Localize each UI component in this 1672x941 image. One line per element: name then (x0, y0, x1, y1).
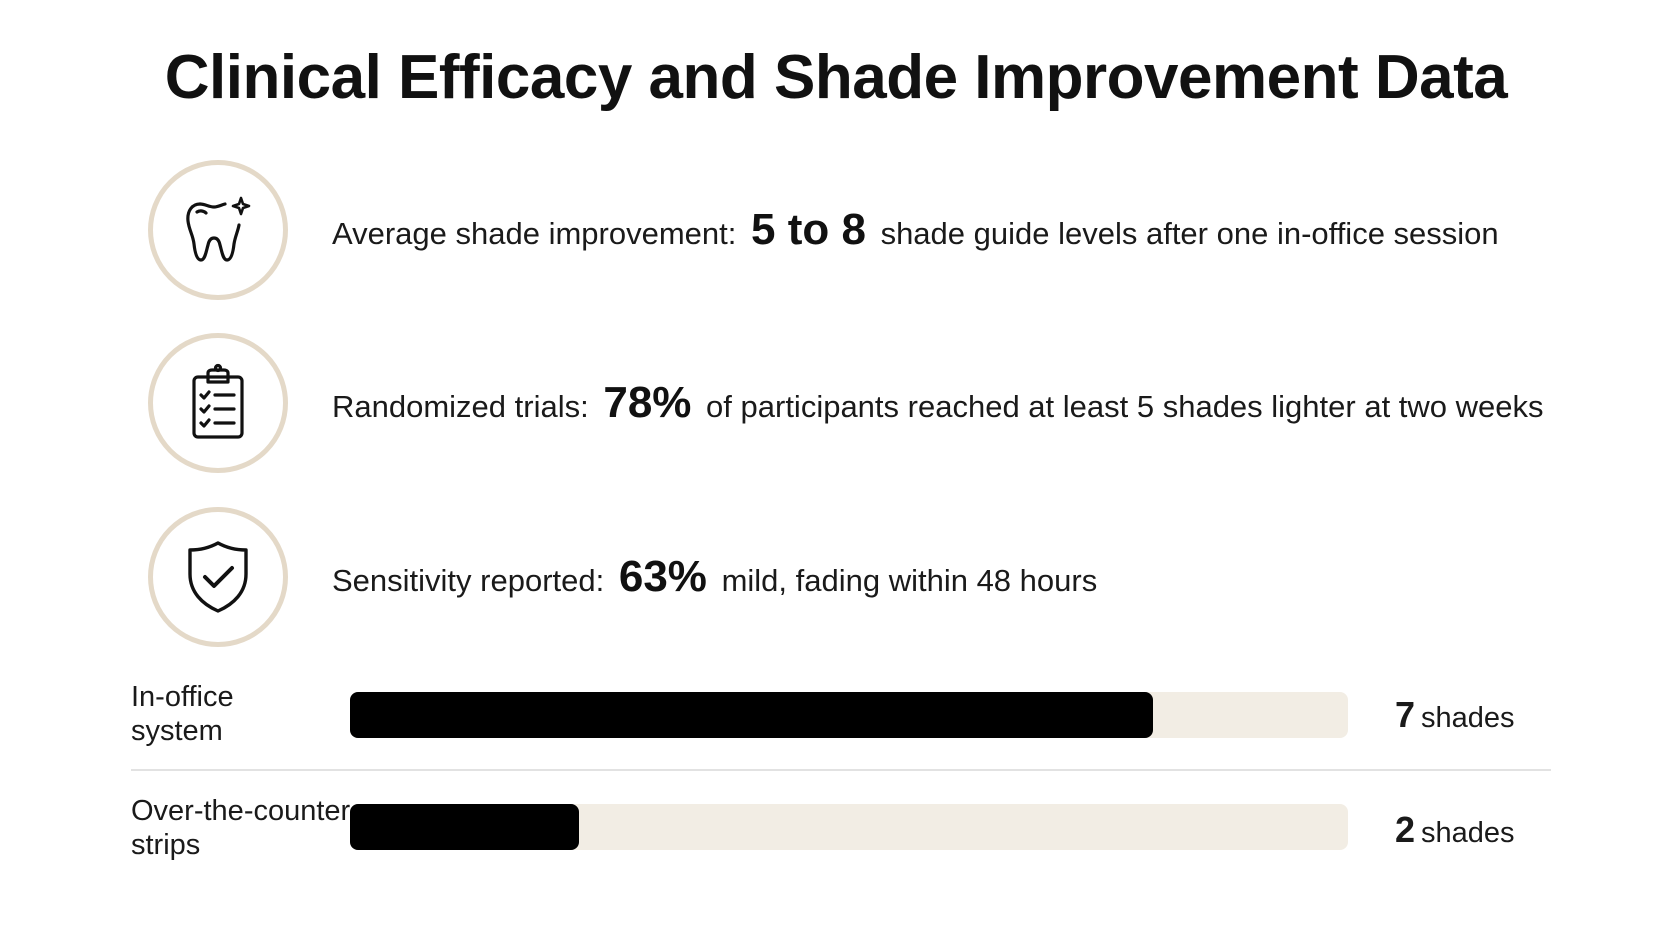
stat-prefix: Sensitivity reported: (332, 563, 605, 598)
bar-in-office (350, 692, 1153, 738)
bar-track (350, 804, 1348, 850)
stat-suffix: mild, fading within 48 hours (721, 563, 1098, 598)
bar-value-unit: shades (1421, 702, 1515, 734)
stat-suffix: shade guide levels after one in-office s… (880, 216, 1499, 251)
bar-category-line: strips (131, 829, 201, 861)
bar-over-the-counter (350, 804, 579, 850)
stat-text: Average shade improvement: 5 to 8 shade … (332, 205, 1499, 255)
stat-row-randomized-trials: Randomized trials: 78% of participants r… (148, 328, 1568, 478)
bar-category-line: In-office (131, 681, 234, 713)
bar-divider (131, 769, 1551, 771)
stat-prefix: Average shade improvement: (332, 216, 737, 251)
stat-highlight: 63% (618, 552, 707, 601)
stat-prefix: Randomized trials: (332, 389, 589, 424)
bar-value-unit: shades (1421, 817, 1515, 849)
stat-row-shade-improvement: Average shade improvement: 5 to 8 shade … (148, 155, 1568, 305)
bar-track (350, 692, 1348, 738)
clipboard-icon-badge (148, 333, 288, 473)
bar-category-line: Over-the-counter (131, 795, 351, 827)
bar-category-line: system (131, 715, 223, 747)
page-title: Clinical Efficacy and Shade Improvement … (164, 43, 1508, 112)
bar-value-number: 7 (1395, 694, 1416, 735)
bar-category-label: In-office system (131, 680, 351, 748)
stat-text: Randomized trials: 78% of participants r… (332, 378, 1544, 428)
stat-highlight: 5 to 8 (751, 205, 866, 254)
stat-row-sensitivity: Sensitivity reported: 63% mild, fading w… (148, 502, 1568, 652)
clipboard-checklist-icon (192, 363, 244, 439)
stat-highlight: 78% (603, 378, 692, 427)
bar-value-label: 7 shades (1395, 694, 1515, 736)
stat-text: Sensitivity reported: 63% mild, fading w… (332, 552, 1097, 602)
shield-icon-badge (148, 507, 288, 647)
tooth-sparkle-icon (186, 196, 251, 262)
stat-suffix: of participants reached at least 5 shade… (706, 389, 1544, 424)
shield-check-icon (188, 541, 248, 613)
bar-value-label: 2 shades (1395, 809, 1515, 851)
tooth-icon-badge (148, 160, 288, 300)
bar-value-number: 2 (1395, 809, 1416, 850)
bar-category-label: Over-the-counter strips (131, 794, 351, 862)
